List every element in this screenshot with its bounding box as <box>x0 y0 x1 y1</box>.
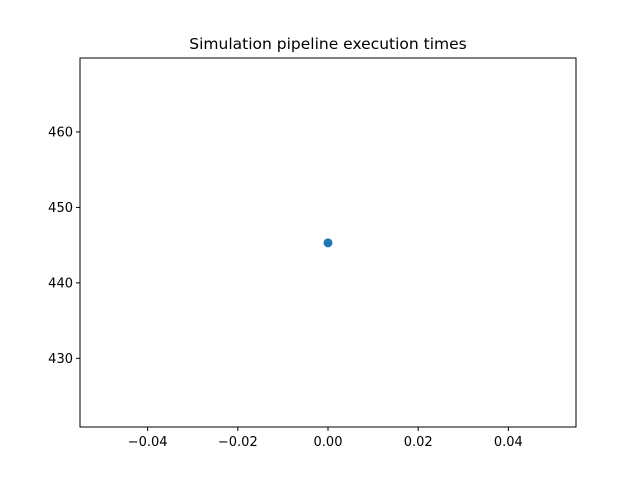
axis-ticks: −0.04 −0.02 0.00 0.02 0.04 430 440 450 460 <box>48 125 523 450</box>
scatter-point <box>323 238 333 248</box>
y-tick-label: 440 <box>48 276 73 291</box>
x-tick-label: 0.02 <box>404 435 433 450</box>
y-tick-label: 430 <box>48 352 73 367</box>
plot-area-frame <box>79 57 577 428</box>
chart-title: Simulation pipeline execution times <box>189 35 466 53</box>
x-tick-label: −0.04 <box>128 435 168 450</box>
x-tick-label: 0.00 <box>314 435 343 450</box>
x-tick-label: −0.02 <box>218 435 258 450</box>
y-tick-label: 450 <box>48 201 73 216</box>
x-tick-label: 0.04 <box>494 435 523 450</box>
data-points <box>323 238 333 248</box>
y-tick-label: 460 <box>48 125 73 140</box>
